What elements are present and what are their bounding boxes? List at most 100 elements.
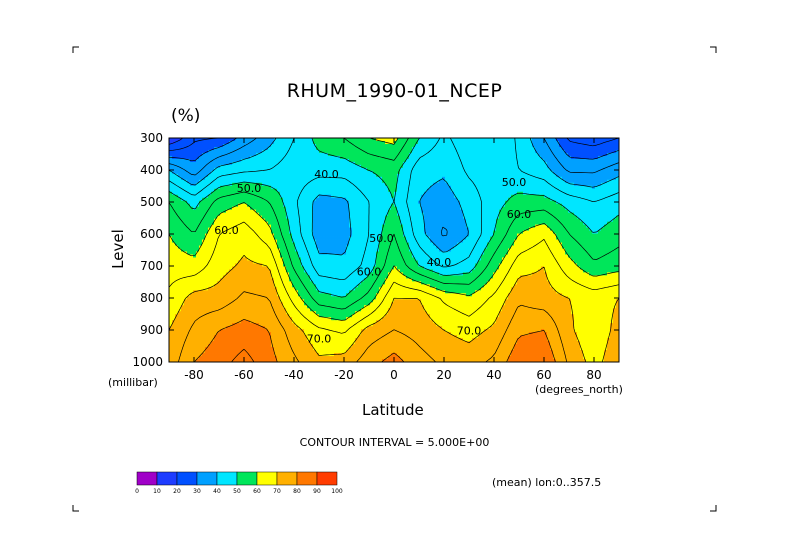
heatmap-cell [277, 164, 281, 169]
heatmap-cell [550, 179, 554, 184]
heatmap-cell [256, 197, 260, 202]
heatmap-cell [559, 203, 563, 208]
heatmap-cell [478, 176, 482, 181]
heatmap-cell [403, 191, 407, 196]
heatmap-cell [406, 164, 410, 169]
heatmap-cell [322, 173, 326, 178]
heatmap-cell [517, 200, 521, 205]
heatmap-cell [481, 188, 485, 193]
heatmap-cell [331, 221, 335, 226]
heatmap-cell [517, 224, 521, 228]
heatmap-cell [403, 212, 407, 217]
heatmap-cell [172, 227, 176, 231]
heatmap-cell [358, 230, 362, 234]
heatmap-cell [592, 149, 596, 154]
heatmap-cell [511, 233, 515, 237]
heatmap-cell [244, 203, 248, 208]
heatmap-cell [259, 230, 263, 234]
heatmap-cell [172, 233, 176, 237]
heatmap-cell [577, 230, 581, 234]
heatmap-cell [283, 185, 287, 190]
heatmap-cell [523, 209, 527, 214]
heatmap-cell [397, 182, 401, 187]
heatmap-cell [286, 233, 290, 237]
heatmap-cell [586, 146, 590, 151]
heatmap-cell [391, 209, 395, 214]
heatmap-cell [190, 155, 194, 160]
heatmap-cell [319, 170, 323, 175]
heatmap-cell [199, 138, 203, 142]
heatmap-cell [238, 233, 242, 237]
heatmap-cell [589, 227, 593, 231]
heatmap-cell [385, 191, 389, 196]
heatmap-cell [418, 170, 422, 175]
heatmap-cell [436, 209, 440, 214]
heatmap-cell [373, 188, 377, 193]
heatmap-cell [550, 188, 554, 193]
heatmap-cell [346, 212, 350, 217]
heatmap-cell [547, 203, 551, 208]
heatmap-cell [517, 203, 521, 208]
heatmap-cell [214, 152, 218, 157]
heatmap-cell [541, 170, 545, 175]
heatmap-cell [283, 191, 287, 196]
heatmap-cell [364, 203, 368, 208]
heatmap-cell [583, 140, 587, 145]
heatmap-cell [592, 161, 596, 166]
heatmap-cell [460, 164, 464, 169]
heatmap-cell [277, 185, 281, 190]
heatmap-cell [286, 227, 290, 231]
heatmap-cell [274, 149, 278, 154]
heatmap-cell [526, 224, 530, 228]
heatmap-cell [451, 194, 455, 199]
heatmap-cell [385, 170, 389, 175]
heatmap-cell [565, 212, 569, 217]
heatmap-cell [472, 140, 476, 145]
heatmap-cell [499, 173, 503, 178]
heatmap-cell [244, 179, 248, 184]
heatmap-cell [562, 203, 566, 208]
heatmap-cell [433, 224, 437, 228]
heatmap-cell [433, 218, 437, 223]
heatmap-cell [463, 179, 467, 184]
heatmap-cell [301, 173, 305, 178]
heatmap-cell [412, 138, 416, 142]
heatmap-cell [265, 167, 269, 172]
heatmap-cell [433, 158, 437, 163]
heatmap-cell [376, 200, 380, 205]
heatmap-cell [265, 182, 269, 187]
heatmap-cell [187, 149, 191, 154]
heatmap-cell [307, 197, 311, 202]
heatmap-cell [322, 215, 326, 220]
heatmap-cell [412, 170, 416, 175]
heatmap-cell [508, 140, 512, 145]
heatmap-cell [328, 233, 332, 237]
heatmap-cell [352, 191, 356, 196]
heatmap-cell [493, 191, 497, 196]
heatmap-cell [346, 182, 350, 187]
heatmap-cell [493, 173, 497, 178]
heatmap-cell [328, 149, 332, 154]
heatmap-cell [448, 215, 452, 220]
heatmap-cell [214, 218, 218, 223]
heatmap-cell [598, 146, 602, 151]
heatmap-cell [256, 164, 260, 169]
heatmap-cell [553, 191, 557, 196]
heatmap-cell [325, 227, 329, 231]
heatmap-cell [289, 152, 293, 157]
heatmap-cell [385, 185, 389, 190]
heatmap-cell [331, 176, 335, 181]
heatmap-cell [490, 218, 494, 223]
heatmap-cell [307, 143, 311, 148]
heatmap-cell [445, 230, 449, 234]
heatmap-cell [244, 140, 248, 145]
heatmap-cell [196, 218, 200, 223]
heatmap-cell [577, 143, 581, 148]
heatmap-cell [322, 200, 326, 205]
heatmap-cell [454, 182, 458, 187]
heatmap-cell [598, 155, 602, 160]
heatmap-cell [370, 197, 374, 202]
heatmap-cell [373, 143, 377, 148]
heatmap-cell [241, 191, 245, 196]
heatmap-cell [193, 233, 197, 237]
